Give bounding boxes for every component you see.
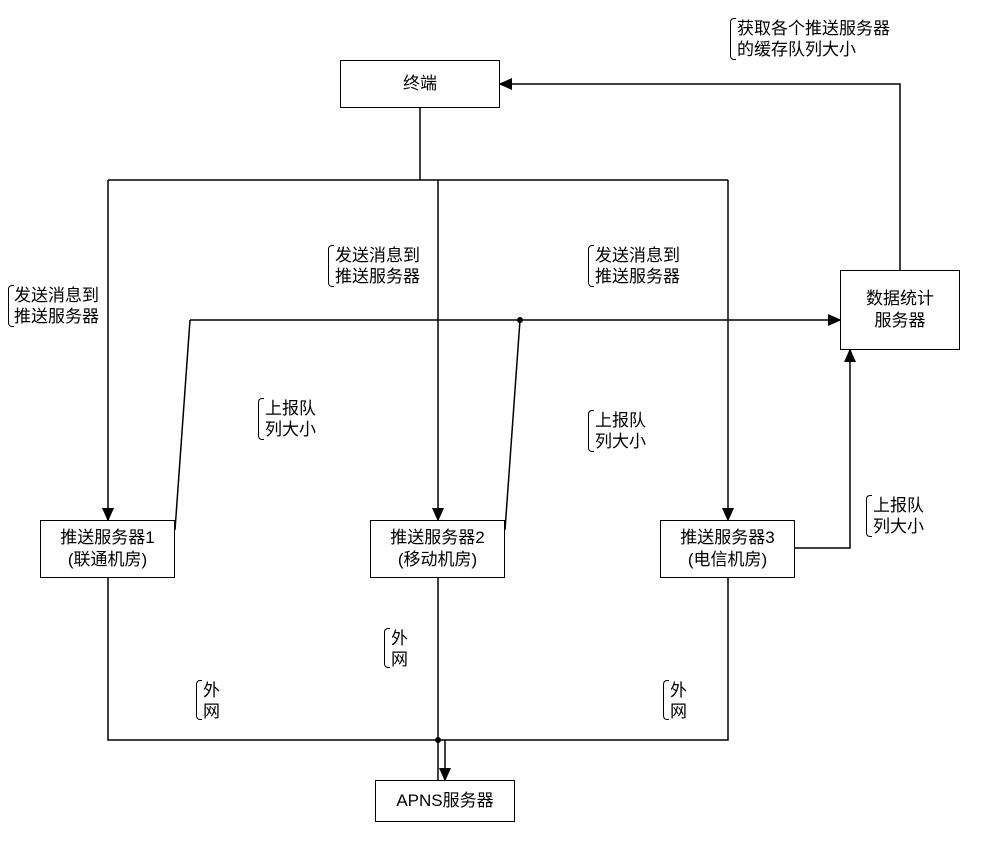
- bracket-get_cache: [730, 18, 736, 60]
- node-apns-label: APNS服务器: [396, 790, 493, 812]
- node-push-server-2: 推送服务器2 (移动机房): [370, 520, 505, 578]
- edge-label-wan_3: 外网: [670, 680, 687, 723]
- node-push1-label2: (联通机房): [68, 549, 147, 571]
- node-terminal-label: 终端: [403, 73, 437, 95]
- bracket-report_2: [588, 410, 594, 452]
- bracket-send_msg_2: [328, 245, 334, 287]
- node-terminal: 终端: [340, 60, 500, 108]
- edge-label-send_msg_1: 发送消息到推送服务器: [14, 285, 99, 328]
- node-apns-server: APNS服务器: [375, 780, 515, 822]
- node-push2-label1: 推送服务器2: [390, 527, 484, 549]
- bracket-wan_1: [196, 680, 202, 720]
- node-push3-label2: (电信机房): [688, 549, 767, 571]
- bracket-wan_3: [663, 680, 669, 720]
- edge-label-report_1: 上报队列大小: [265, 398, 316, 441]
- node-push1-label1: 推送服务器1: [60, 527, 154, 549]
- diagram-canvas: 终端 数据统计 服务器 推送服务器1 (联通机房) 推送服务器2 (移动机房) …: [0, 0, 1000, 842]
- edge-label-report_2: 上报队列大小: [595, 410, 646, 453]
- node-push-server-1: 推送服务器1 (联通机房): [40, 520, 175, 578]
- node-stats-server: 数据统计 服务器: [840, 270, 960, 350]
- edge-label-send_msg_2: 发送消息到推送服务器: [335, 245, 420, 288]
- edge-label-wan_1: 外网: [203, 680, 220, 723]
- bracket-report_3: [866, 495, 872, 537]
- bracket-send_msg_3: [588, 245, 594, 287]
- edge-label-get_cache: 获取各个推送服务器的缓存队列大小: [737, 18, 890, 61]
- bracket-wan_2: [384, 628, 390, 668]
- bracket-report_1: [258, 398, 264, 440]
- node-push3-label1: 推送服务器3: [680, 527, 774, 549]
- edge-label-send_msg_3: 发送消息到推送服务器: [595, 245, 680, 288]
- node-stats-label2: 服务器: [875, 310, 926, 332]
- node-push-server-3: 推送服务器3 (电信机房): [660, 520, 795, 578]
- node-push2-label2: (移动机房): [398, 549, 477, 571]
- edge-label-wan_2: 外网: [391, 628, 408, 671]
- node-stats-label1: 数据统计: [866, 288, 934, 310]
- edges-layer: [0, 0, 1000, 842]
- edge-label-report_3: 上报队列大小: [873, 495, 924, 538]
